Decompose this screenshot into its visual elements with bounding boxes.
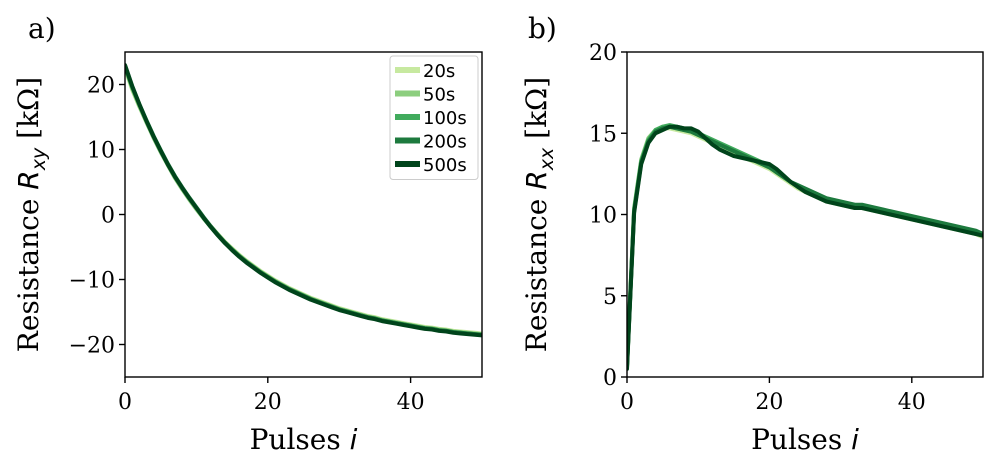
x-axis-label-symbol: i xyxy=(851,423,859,456)
y-axis-label-symbol: R xyxy=(12,170,45,189)
y-axis-label-text: Resistance xyxy=(520,190,553,352)
x-tick-label: 40 xyxy=(898,390,926,415)
chart-panel-b: 0 20 40 0 5 10 15 20 b) Pulses i Resistance Rxx [k… xyxy=(520,12,984,456)
series-line-20s xyxy=(627,126,983,370)
x-axis-label: Pulses i xyxy=(751,423,859,456)
series-line-200s xyxy=(627,124,983,370)
axes-frame xyxy=(626,51,984,378)
y-tick-label: 0 xyxy=(603,366,617,391)
y-axis-label-unit: [kΩ] xyxy=(12,77,45,148)
y-tick-label: 0 xyxy=(101,204,115,229)
y-tick-label: 20 xyxy=(589,41,617,66)
series-line-500s xyxy=(125,63,482,338)
panel-label: a) xyxy=(28,12,56,45)
series-line-50s xyxy=(627,124,983,368)
chart-panel-a: 0 20 40 −20 −10 0 10 20 a) Pulses i Resistance Rxy… xyxy=(12,12,483,456)
legend-label-20s: 20s xyxy=(423,61,455,82)
y-axis-label-subscript: xy xyxy=(28,147,50,171)
y-tick-label: −20 xyxy=(69,334,115,359)
legend-label-200s: 200s xyxy=(423,132,467,153)
legend-box xyxy=(389,55,479,180)
series-line-100s xyxy=(627,123,983,368)
y-tick-label: 10 xyxy=(589,204,617,229)
x-tick-label: 20 xyxy=(254,390,282,415)
y-tick-label: 15 xyxy=(589,122,617,147)
y-axis-label: Resistance Rxx [kΩ] xyxy=(520,77,558,352)
y-axis-label-unit: [kΩ] xyxy=(520,77,553,148)
y-axis-label-subscript: xx xyxy=(536,147,558,171)
x-tick-label: 20 xyxy=(755,390,783,415)
series-line-500s xyxy=(627,124,983,371)
x-tick-label: 40 xyxy=(397,390,425,415)
x-axis-label-symbol: i xyxy=(350,423,358,456)
y-tick-label: −10 xyxy=(69,269,115,294)
legend-label-500s: 500s xyxy=(423,155,467,176)
x-tick-label: 0 xyxy=(620,390,634,415)
x-axis-label-text: Pulses xyxy=(250,423,350,456)
y-axis-label: Resistance Rxy [kΩ] xyxy=(12,77,50,352)
legend-label-50s: 50s xyxy=(423,85,455,106)
series-group xyxy=(627,123,983,371)
y-axis-label-text: Resistance xyxy=(12,190,45,352)
series-group xyxy=(125,63,482,338)
x-tick-label: 0 xyxy=(118,390,132,415)
y-tick-label: 5 xyxy=(603,285,617,310)
y-tick-label: 10 xyxy=(87,139,115,164)
legend-label-100s: 100s xyxy=(423,108,467,129)
panel-label: b) xyxy=(528,12,557,45)
y-tick-label: 20 xyxy=(87,74,115,99)
x-axis-label: Pulses i xyxy=(250,423,358,456)
x-axis-label-text: Pulses xyxy=(751,423,851,456)
y-axis-label-symbol: R xyxy=(520,170,553,189)
